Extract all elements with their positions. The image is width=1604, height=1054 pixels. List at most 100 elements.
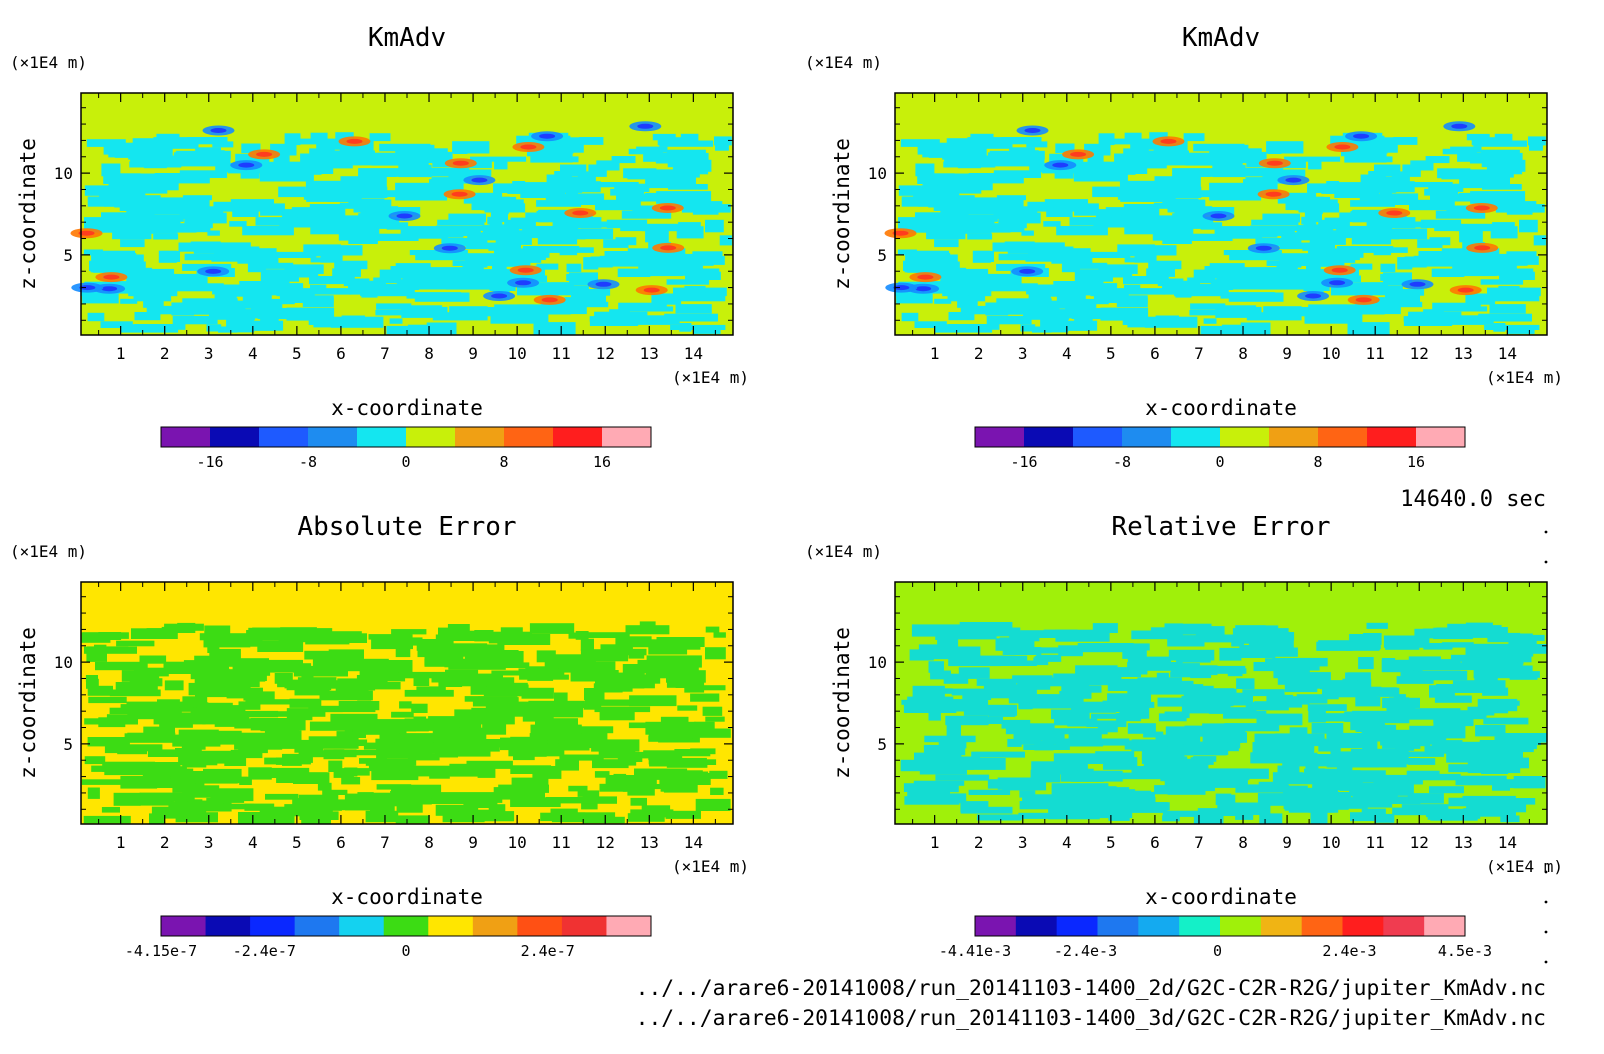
x-tick-label: 9 [1282,344,1292,363]
y-tick-label: 5 [877,735,887,754]
colorbar-swatch [383,916,429,936]
y-axis-label: z-coordinate [830,627,854,779]
colorbar-swatch [210,427,260,447]
colorbar-tick-label: 0 [1213,942,1222,960]
colorbar-tick-label: -16 [1010,453,1037,471]
x-tick-label: 4 [1062,833,1072,852]
x-tick-label: 4 [248,344,258,363]
colorbar-swatch [161,916,207,936]
colorbar-tick-label: -4.15e-7 [125,942,197,960]
dot-mark [1544,900,1548,904]
colorbar-swatch [455,427,505,447]
file-path-label: ../../arare6-20141008/run_20141103-1400_… [636,1006,1546,1031]
x-tick-label: 3 [1018,833,1028,852]
colorbar-swatch [1383,916,1425,936]
x-tick-label: 2 [160,833,170,852]
colorbar-swatch [602,427,652,447]
file-path-label: ../../arare6-20141008/run_20141103-1400_… [636,976,1546,1001]
x-tick-label: 5 [1106,833,1116,852]
colorbar-swatch [1097,916,1139,936]
colorbar-tick-label: -8 [299,453,317,471]
colorbar-swatch [1424,916,1466,936]
chart-title: Absolute Error [297,512,516,542]
x-tick-label: 3 [1018,344,1028,363]
dot-mark [1544,930,1548,934]
colorbar-swatch [975,916,1017,936]
y-unit-label: (×1E4 m) [10,542,87,561]
y-unit-label: (×1E4 m) [805,542,882,561]
x-tick-label: 12 [1410,344,1429,363]
y-tick-label: 5 [63,735,73,754]
x-tick-label: 7 [1194,344,1204,363]
x-tick-label: 10 [1322,344,1341,363]
colorbar-tick-label: -16 [196,453,223,471]
colorbar-swatch [1122,427,1172,447]
colorbar-swatch [975,427,1025,447]
colorbar-tick-label: 16 [593,453,611,471]
colorbar-tick-label: -4.41e-3 [939,942,1011,960]
colorbar-tick-label: 0 [401,453,410,471]
y-unit-label: (×1E4 m) [805,53,882,72]
colorbar-swatch [1220,916,1262,936]
y-unit-label: (×1E4 m) [10,53,87,72]
x-tick-label: 8 [1238,344,1248,363]
x-tick-label: 7 [1194,833,1204,852]
x-axis-label: x-coordinate [1145,885,1297,909]
y-axis-label: z-coordinate [16,627,40,779]
x-tick-label: 6 [1150,833,1160,852]
colorbar-swatch [205,916,251,936]
colorbar-tick-label: -2.4e-3 [1054,942,1117,960]
y-tick-label: 5 [63,246,73,265]
y-tick-label: 10 [54,653,73,672]
dot-mark [1544,560,1548,564]
colorbar-tick-label: 8 [499,453,508,471]
colorbar-swatch [1073,427,1123,447]
x-tick-label: 12 [596,344,615,363]
x-tick-label: 5 [1106,344,1116,363]
x-tick-label: 1 [930,344,940,363]
y-tick-label: 10 [54,164,73,183]
x-tick-label: 12 [596,833,615,852]
x-tick-label: 3 [204,833,214,852]
colorbar-tick-label: 2.4e-3 [1322,942,1376,960]
x-tick-label: 5 [292,833,302,852]
y-axis-label: z-coordinate [16,138,40,290]
colorbar-swatch [1138,916,1180,936]
colorbar-swatch [357,427,407,447]
x-tick-label: 4 [1062,344,1072,363]
chart-title: Relative Error [1111,512,1330,542]
colorbar-swatch [1220,427,1270,447]
dot-mark [1544,870,1548,874]
x-tick-label: 9 [1282,833,1292,852]
x-tick-label: 11 [1366,833,1385,852]
x-tick-label: 10 [1322,833,1341,852]
colorbar-frame [974,915,1466,937]
colorbar-swatch [428,916,474,936]
colorbar-swatch [294,916,340,936]
field-texture [900,622,1547,824]
colorbar-swatch [553,427,603,447]
y-tick-label: 10 [868,653,887,672]
x-unit-label: (×1E4 m) [1486,368,1563,387]
colorbar-swatch [1179,916,1221,936]
x-tick-label: 10 [508,344,527,363]
x-unit-label: (×1E4 m) [672,368,749,387]
x-tick-label: 7 [380,344,390,363]
colorbar-swatch [1367,427,1417,447]
y-axis-label: z-coordinate [830,138,854,290]
colorbar-swatch [1260,916,1303,936]
colorbar-swatch [259,427,309,447]
dot-mark [1544,960,1548,964]
colorbar-swatch [1015,916,1058,936]
x-tick-label: 1 [930,833,940,852]
chart-title: KmAdv [1182,23,1260,53]
x-unit-label: (×1E4 m) [672,857,749,876]
x-tick-label: 10 [508,833,527,852]
x-tick-label: 14 [684,833,703,852]
colorbar-swatch [517,916,563,936]
colorbar-swatch [1342,916,1384,936]
